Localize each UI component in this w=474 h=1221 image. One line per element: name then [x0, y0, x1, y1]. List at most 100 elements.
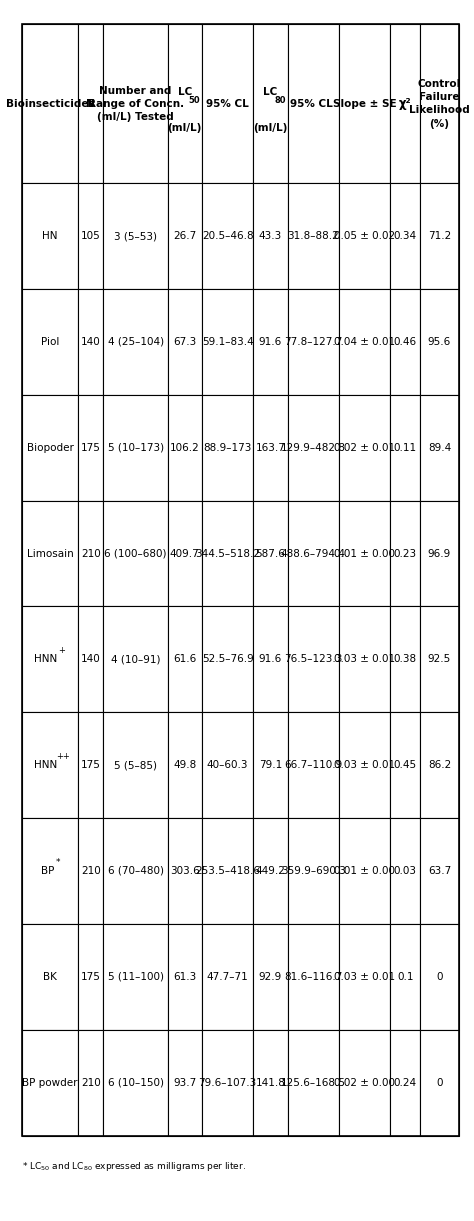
Bar	[253, 818, 288, 924]
Bar	[22, 924, 78, 1029]
Bar	[339, 289, 390, 394]
Bar	[288, 24, 339, 183]
Text: 0.23: 0.23	[394, 548, 417, 558]
Bar	[288, 712, 339, 818]
Bar	[390, 289, 420, 394]
Text: 49.8: 49.8	[173, 761, 196, 770]
Text: 0.11: 0.11	[394, 443, 417, 453]
Text: 77.8–127.7: 77.8–127.7	[284, 337, 342, 347]
Bar	[390, 712, 420, 818]
Bar	[78, 607, 103, 712]
Bar	[288, 818, 339, 924]
Text: 96.9: 96.9	[428, 548, 451, 558]
Bar	[420, 607, 459, 712]
Bar	[22, 1029, 78, 1136]
Text: 61.3: 61.3	[173, 972, 196, 982]
Text: Limosain: Limosain	[27, 548, 73, 558]
Bar	[253, 183, 288, 289]
Text: 0.03: 0.03	[394, 866, 417, 875]
Text: 303.6: 303.6	[170, 866, 200, 875]
Bar	[78, 712, 103, 818]
Text: 95.6: 95.6	[428, 337, 451, 347]
Text: 0.01 ± 0.00: 0.01 ± 0.00	[334, 866, 395, 875]
Bar	[390, 394, 420, 501]
Text: 0: 0	[436, 972, 443, 982]
Bar	[202, 501, 253, 607]
Bar	[168, 712, 202, 818]
Text: 31.8–88.2: 31.8–88.2	[287, 231, 339, 241]
Bar	[390, 24, 420, 183]
Bar	[253, 289, 288, 394]
Bar	[103, 818, 168, 924]
Text: 86.2: 86.2	[428, 761, 451, 770]
Bar	[78, 24, 103, 183]
Bar	[202, 924, 253, 1029]
Text: 0.02 ± 0.00: 0.02 ± 0.00	[334, 1078, 395, 1088]
Bar	[22, 818, 78, 924]
Text: HNN: HNN	[34, 654, 57, 664]
Bar	[168, 1029, 202, 1136]
Bar	[288, 1029, 339, 1136]
Text: 5 (10–173): 5 (10–173)	[108, 443, 164, 453]
Text: ++: ++	[56, 752, 70, 761]
Bar	[339, 607, 390, 712]
Text: 0.01 ± 0.00: 0.01 ± 0.00	[334, 548, 395, 558]
Bar	[339, 394, 390, 501]
Text: HN: HN	[42, 231, 58, 241]
Text: 95% CL: 95% CL	[206, 99, 249, 109]
Text: 61.6: 61.6	[173, 654, 196, 664]
Text: 175: 175	[81, 972, 100, 982]
Bar	[420, 289, 459, 394]
Bar	[390, 818, 420, 924]
Bar	[253, 607, 288, 712]
Bar	[78, 289, 103, 394]
Text: Bioinsecticides: Bioinsecticides	[6, 99, 94, 109]
Bar	[253, 24, 288, 183]
Bar	[288, 289, 339, 394]
Bar	[288, 607, 339, 712]
Text: Number and
Range of Concn.
(ml/L) Tested: Number and Range of Concn. (ml/L) Tested	[88, 85, 183, 122]
Text: 79.6–107.3: 79.6–107.3	[199, 1078, 257, 1088]
Bar	[78, 818, 103, 924]
Text: 175: 175	[81, 761, 100, 770]
Bar	[339, 501, 390, 607]
Bar	[420, 1029, 459, 1136]
Bar	[288, 924, 339, 1029]
Text: 95% CL: 95% CL	[290, 99, 337, 109]
Bar	[78, 183, 103, 289]
Text: (ml/L): (ml/L)	[168, 123, 202, 133]
Text: 175: 175	[81, 443, 100, 453]
Bar	[202, 394, 253, 501]
Bar	[22, 501, 78, 607]
Text: 26.7: 26.7	[173, 231, 196, 241]
Text: 93.7: 93.7	[173, 1078, 196, 1088]
Bar	[103, 1029, 168, 1136]
Bar	[22, 289, 78, 394]
Text: 4 (25–104): 4 (25–104)	[108, 337, 164, 347]
Text: 141.8: 141.8	[255, 1078, 285, 1088]
Text: 0.46: 0.46	[394, 337, 417, 347]
Bar	[339, 24, 390, 183]
Bar	[103, 24, 168, 183]
Bar	[390, 501, 420, 607]
Text: 76.5–123.3: 76.5–123.3	[284, 654, 342, 664]
Text: χ²: χ²	[399, 98, 411, 110]
Text: LC: LC	[178, 87, 192, 96]
Text: 50: 50	[189, 95, 201, 105]
Text: * LC$_{50}$ and LC$_{80}$ expressed as milligrams per liter.: * LC$_{50}$ and LC$_{80}$ expressed as m…	[22, 1160, 246, 1173]
Text: BK: BK	[43, 972, 57, 982]
Bar	[390, 183, 420, 289]
Text: 40–60.3: 40–60.3	[207, 761, 248, 770]
Text: 92.5: 92.5	[428, 654, 451, 664]
Bar	[103, 394, 168, 501]
Bar	[168, 289, 202, 394]
Text: 5 (11–100): 5 (11–100)	[108, 972, 164, 982]
Bar	[168, 24, 202, 183]
Text: 89.4: 89.4	[428, 443, 451, 453]
Bar	[420, 924, 459, 1029]
Bar	[339, 818, 390, 924]
Text: BP: BP	[41, 866, 55, 875]
Text: 6 (70–480): 6 (70–480)	[108, 866, 164, 875]
Text: 5 (5–85): 5 (5–85)	[114, 761, 157, 770]
Text: 359.9–690.3: 359.9–690.3	[281, 866, 346, 875]
